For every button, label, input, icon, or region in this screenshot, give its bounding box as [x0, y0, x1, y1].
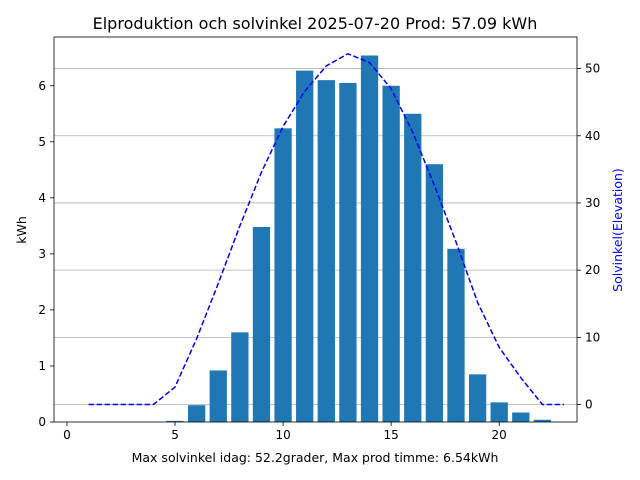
bar	[382, 85, 400, 422]
bar	[468, 374, 487, 422]
y2-tick-label: 10	[585, 330, 600, 344]
y2-tick-label: 50	[585, 62, 600, 76]
bar	[166, 420, 184, 422]
y-tick-label: 0	[38, 415, 46, 429]
bar	[209, 370, 227, 422]
plot-frame	[53, 36, 578, 423]
y2-tick-label: 30	[585, 196, 600, 210]
y-tick-label: 6	[38, 79, 46, 93]
bar	[447, 248, 465, 422]
bar	[231, 332, 249, 422]
bar	[533, 419, 552, 422]
y-tick-label: 3	[38, 247, 46, 261]
x-tick-label: 0	[63, 428, 71, 442]
x-axis-label: Max solvinkel idag: 52.2grader, Max prod…	[132, 450, 499, 465]
y-tick-label: 1	[38, 359, 46, 373]
y2-axis-label: Solvinkel(Elevation)	[610, 168, 625, 292]
bar	[274, 128, 292, 422]
x-tick-label: 10	[275, 428, 290, 442]
y2-tick-label: 0	[585, 398, 593, 412]
bar	[339, 82, 357, 422]
bar	[512, 412, 530, 422]
y2-tick-label: 40	[585, 129, 600, 143]
bar	[490, 402, 508, 422]
chart-title: Elproduktion och solvinkel 2025-07-20 Pr…	[93, 14, 538, 33]
bar	[252, 226, 271, 422]
y-tick-label: 5	[38, 135, 46, 149]
elevation-line	[88, 52, 564, 406]
bar	[187, 405, 206, 422]
bar	[404, 113, 422, 423]
y-axis-label: kWh	[14, 216, 29, 244]
y-tick-label: 2	[38, 303, 46, 317]
x-tick-label: 15	[383, 428, 398, 442]
x-tick-label: 5	[171, 428, 179, 442]
bar	[317, 80, 335, 423]
x-tick-label: 20	[492, 428, 507, 442]
bar	[360, 55, 379, 423]
bar	[425, 164, 444, 422]
y-tick-label: 4	[38, 191, 46, 205]
bar	[296, 70, 314, 422]
y2-tick-label: 20	[585, 263, 600, 277]
